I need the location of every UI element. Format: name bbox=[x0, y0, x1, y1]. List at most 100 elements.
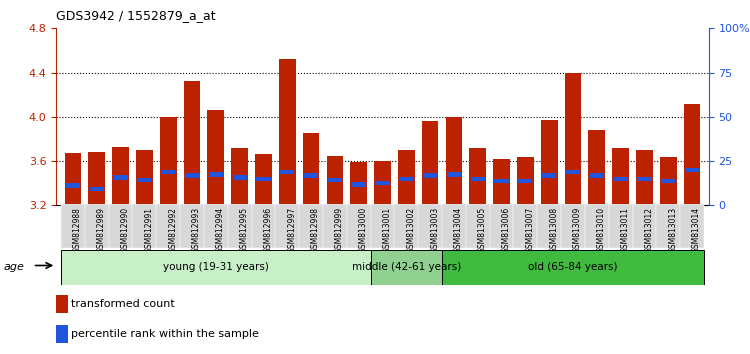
Bar bbox=[232, 176, 247, 180]
Bar bbox=[350, 162, 367, 205]
Bar bbox=[656, 204, 680, 248]
Bar bbox=[208, 110, 224, 205]
Text: GSM812991: GSM812991 bbox=[144, 207, 153, 253]
Bar bbox=[447, 172, 461, 177]
Bar bbox=[466, 204, 490, 248]
Bar bbox=[346, 204, 370, 248]
Bar bbox=[184, 81, 200, 205]
Text: GSM812995: GSM812995 bbox=[239, 207, 248, 253]
Bar bbox=[180, 204, 204, 248]
Bar bbox=[326, 155, 344, 205]
Text: GSM813003: GSM813003 bbox=[430, 207, 439, 253]
Text: GSM813000: GSM813000 bbox=[358, 207, 368, 253]
Bar bbox=[255, 154, 272, 205]
Bar bbox=[275, 204, 299, 248]
Bar bbox=[61, 250, 370, 285]
Bar bbox=[323, 204, 346, 248]
Bar bbox=[422, 121, 439, 205]
Bar bbox=[684, 103, 700, 205]
Bar bbox=[90, 187, 104, 191]
Bar bbox=[376, 181, 389, 185]
Bar bbox=[137, 178, 152, 182]
Bar bbox=[156, 204, 180, 248]
Bar bbox=[398, 150, 415, 205]
Text: GSM813013: GSM813013 bbox=[668, 207, 677, 253]
Bar bbox=[537, 204, 561, 248]
Bar bbox=[251, 204, 275, 248]
Text: GSM812988: GSM812988 bbox=[73, 207, 82, 253]
Bar bbox=[85, 204, 109, 248]
Text: GSM813004: GSM813004 bbox=[454, 207, 463, 253]
Text: GSM812998: GSM812998 bbox=[311, 207, 320, 253]
Bar bbox=[256, 177, 271, 181]
Bar bbox=[136, 150, 153, 205]
Bar bbox=[514, 204, 537, 248]
Bar bbox=[352, 182, 366, 187]
Bar bbox=[614, 177, 628, 181]
Bar bbox=[442, 250, 704, 285]
Text: GSM813006: GSM813006 bbox=[502, 207, 511, 253]
Text: GSM813005: GSM813005 bbox=[478, 207, 487, 253]
Bar bbox=[304, 173, 318, 178]
Bar bbox=[541, 120, 557, 205]
Text: transformed count: transformed count bbox=[70, 299, 174, 309]
Bar bbox=[612, 148, 629, 205]
Text: GSM813014: GSM813014 bbox=[692, 207, 701, 253]
Bar bbox=[590, 173, 604, 178]
Text: middle (42-61 years): middle (42-61 years) bbox=[352, 262, 461, 272]
Text: age: age bbox=[4, 262, 25, 272]
Bar bbox=[303, 133, 320, 205]
Bar bbox=[228, 204, 251, 248]
Bar bbox=[88, 152, 105, 205]
Bar bbox=[446, 117, 462, 205]
Text: GSM812989: GSM812989 bbox=[97, 207, 106, 253]
Bar bbox=[609, 204, 632, 248]
Bar bbox=[394, 204, 418, 248]
Bar bbox=[66, 183, 80, 188]
Text: GSM813012: GSM813012 bbox=[644, 207, 653, 253]
Bar bbox=[685, 168, 699, 172]
Text: GSM813001: GSM813001 bbox=[382, 207, 392, 253]
Bar bbox=[231, 148, 248, 205]
Text: GDS3942 / 1552879_a_at: GDS3942 / 1552879_a_at bbox=[56, 9, 216, 22]
Bar bbox=[112, 147, 129, 205]
Bar bbox=[638, 177, 652, 181]
Bar bbox=[209, 172, 223, 177]
Bar bbox=[160, 117, 176, 205]
Text: GSM812992: GSM812992 bbox=[168, 207, 177, 253]
Bar bbox=[494, 179, 508, 183]
Bar bbox=[566, 170, 580, 174]
Text: GSM812997: GSM812997 bbox=[287, 207, 296, 253]
Text: GSM813007: GSM813007 bbox=[526, 207, 535, 253]
Bar bbox=[370, 250, 442, 285]
Bar bbox=[370, 204, 394, 248]
Bar bbox=[680, 204, 704, 248]
Bar bbox=[109, 204, 133, 248]
Bar bbox=[374, 161, 391, 205]
Bar bbox=[585, 204, 609, 248]
Bar bbox=[185, 173, 199, 178]
Bar bbox=[561, 204, 585, 248]
Bar bbox=[517, 156, 534, 205]
Bar bbox=[632, 204, 656, 248]
Bar bbox=[161, 170, 176, 174]
Bar bbox=[299, 204, 323, 248]
Bar bbox=[61, 204, 85, 248]
Bar bbox=[328, 178, 342, 182]
Text: GSM813009: GSM813009 bbox=[573, 207, 582, 253]
Bar bbox=[471, 177, 484, 181]
Bar bbox=[133, 204, 156, 248]
Bar bbox=[565, 73, 581, 205]
Bar bbox=[518, 179, 532, 183]
Bar bbox=[636, 150, 652, 205]
Text: GSM813010: GSM813010 bbox=[597, 207, 606, 253]
Text: old (65-84 years): old (65-84 years) bbox=[528, 262, 618, 272]
Bar bbox=[490, 204, 514, 248]
Bar bbox=[56, 295, 68, 313]
Text: GSM812990: GSM812990 bbox=[121, 207, 130, 253]
Bar bbox=[660, 156, 676, 205]
Bar bbox=[279, 59, 296, 205]
Bar bbox=[423, 173, 437, 178]
Bar bbox=[442, 204, 466, 248]
Text: GSM812994: GSM812994 bbox=[216, 207, 225, 253]
